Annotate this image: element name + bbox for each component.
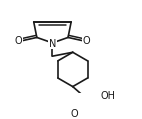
Text: O: O <box>14 36 22 46</box>
Text: N: N <box>49 39 56 49</box>
Text: OH: OH <box>100 91 115 101</box>
Text: O: O <box>83 36 90 46</box>
Text: O: O <box>71 109 78 119</box>
